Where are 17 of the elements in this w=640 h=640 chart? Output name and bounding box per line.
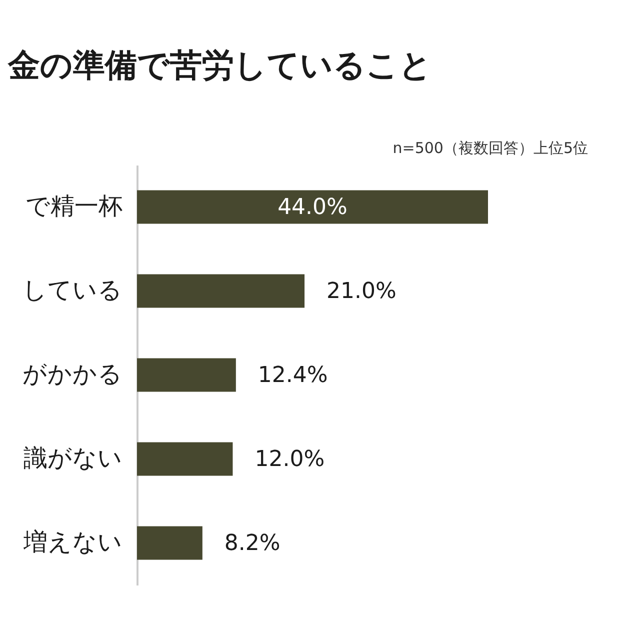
chart-title: 金の準備で苦労していること xyxy=(7,46,432,84)
bar xyxy=(137,358,236,392)
data-label: 44.0% xyxy=(278,195,348,220)
data-label: 12.0% xyxy=(254,447,325,472)
y-tick-label: している xyxy=(22,276,122,304)
y-tick-label: 識がない xyxy=(24,444,122,472)
chart-subtitle: n=500（複数回答）上位5位 xyxy=(392,139,588,157)
bar xyxy=(137,526,202,560)
data-label: 8.2% xyxy=(224,531,280,556)
bar xyxy=(137,190,488,224)
bar xyxy=(137,442,233,476)
y-tick-label: で精一杯 xyxy=(26,192,122,220)
data-label: 21.0% xyxy=(326,279,396,304)
y-tick-label: 増えない xyxy=(22,528,122,556)
y-tick-label: がかかる xyxy=(22,360,122,388)
bar xyxy=(137,274,305,308)
data-label: 12.4% xyxy=(258,363,328,388)
